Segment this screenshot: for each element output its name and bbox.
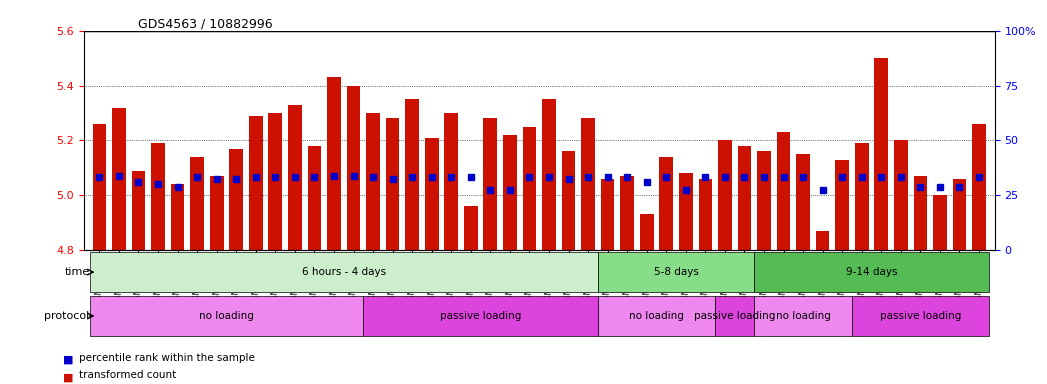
Text: 9-14 days: 9-14 days [846,267,897,277]
Text: transformed count: transformed count [79,370,176,380]
Bar [640,215,653,250]
Bar [229,149,243,250]
Bar [542,99,556,250]
Bar [327,77,341,250]
FancyBboxPatch shape [754,296,852,336]
Bar [503,135,517,250]
Text: ■: ■ [63,372,73,382]
Text: protocol: protocol [44,311,90,321]
Bar [718,141,732,250]
Bar [209,176,223,250]
Bar [620,176,634,250]
Bar [405,99,419,250]
Bar [894,141,908,250]
FancyBboxPatch shape [754,252,988,292]
Text: no loading: no loading [776,311,830,321]
Bar [268,113,282,250]
Text: GDS4563 / 10882996: GDS4563 / 10882996 [138,18,273,31]
Bar [933,195,946,250]
Text: percentile rank within the sample: percentile rank within the sample [79,353,254,363]
Text: passive loading: passive loading [694,311,776,321]
Text: passive loading: passive loading [879,311,961,321]
Text: no loading: no loading [629,311,684,321]
Bar [112,108,126,250]
Bar [914,176,928,250]
Bar [601,179,615,250]
Bar [581,119,595,250]
Text: time: time [64,267,90,277]
Bar [347,86,360,250]
Text: 5-8 days: 5-8 days [653,267,698,277]
Bar [464,206,477,250]
FancyBboxPatch shape [598,252,754,292]
FancyBboxPatch shape [90,296,363,336]
Bar [522,127,536,250]
Text: no loading: no loading [199,311,253,321]
FancyBboxPatch shape [598,296,715,336]
Text: passive loading: passive loading [440,311,521,321]
Bar [561,151,576,250]
FancyBboxPatch shape [90,252,598,292]
Bar [777,132,790,250]
Bar [953,179,966,250]
Text: ■: ■ [63,355,73,365]
Bar [698,179,712,250]
Bar [737,146,752,250]
Bar [836,160,849,250]
FancyBboxPatch shape [715,296,754,336]
Bar [874,58,888,250]
Bar [132,170,146,250]
Text: 6 hours - 4 days: 6 hours - 4 days [302,267,385,277]
FancyBboxPatch shape [852,296,988,336]
Bar [425,138,439,250]
FancyBboxPatch shape [363,296,598,336]
Bar [757,151,771,250]
Bar [855,143,869,250]
Bar [973,124,986,250]
Bar [816,231,829,250]
Bar [171,184,184,250]
Bar [92,124,106,250]
Bar [660,157,673,250]
Bar [678,173,693,250]
Bar [308,146,321,250]
Bar [444,113,459,250]
Bar [797,154,810,250]
Bar [249,116,263,250]
Bar [385,119,400,250]
Bar [191,157,204,250]
Bar [151,143,164,250]
Bar [366,113,380,250]
Bar [288,105,302,250]
Bar [484,119,497,250]
